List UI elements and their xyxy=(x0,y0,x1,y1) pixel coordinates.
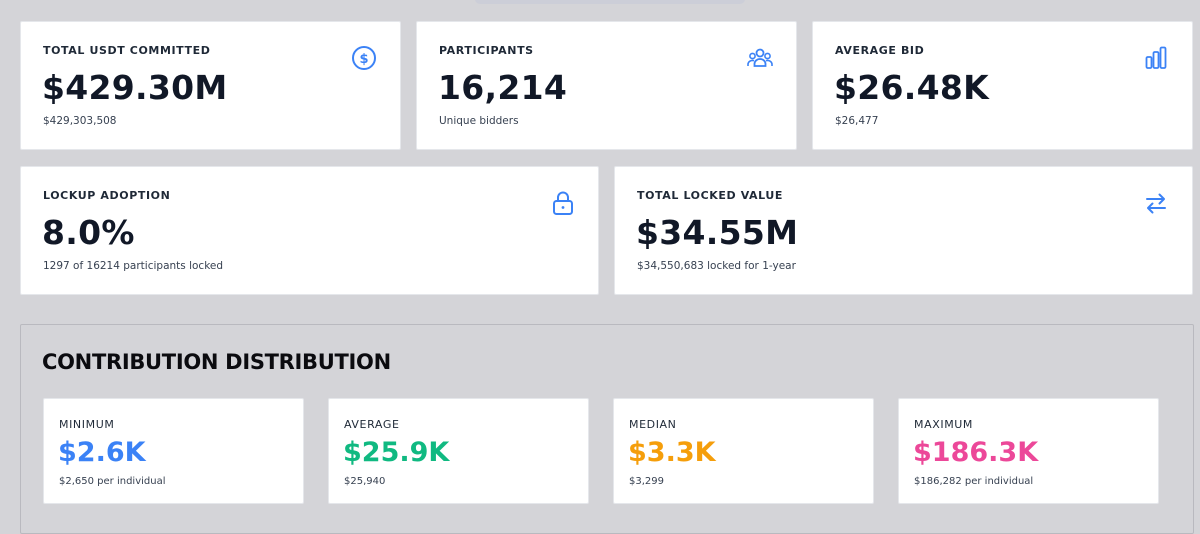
stat-subtext: Unique bidders xyxy=(439,115,519,127)
distribution-card-minimum: MINIMUM $2.6K $2,650 per individual xyxy=(43,398,304,504)
distribution-card-maximum: MAXIMUM $186.3K $186,282 per individual xyxy=(898,398,1159,504)
stat-card-participants: PARTICIPANTS 16,214 Unique bidders xyxy=(416,21,797,150)
distribution-subtext: $3,299 xyxy=(629,476,664,487)
lock-icon xyxy=(553,191,573,215)
stat-card-average-bid: AVERAGE BID $26.48K $26,477 xyxy=(812,21,1193,150)
distribution-value: $3.3K xyxy=(628,437,716,468)
stat-subtext: $429,303,508 xyxy=(43,115,117,127)
stat-card-total-committed: TOTAL USDT COMMITTED $429.30M $429,303,5… xyxy=(20,21,401,150)
stat-subtext: $34,550,683 locked for 1-year xyxy=(637,260,796,272)
stat-card-lockup-adoption: LOCKUP ADOPTION 8.0% 1297 of 16214 parti… xyxy=(20,166,599,295)
distribution-label: MEDIAN xyxy=(629,418,677,431)
distribution-card-average: AVERAGE $25.9K $25,940 xyxy=(328,398,589,504)
stat-label: TOTAL USDT COMMITTED xyxy=(43,44,211,57)
distribution-label: MINIMUM xyxy=(59,418,115,431)
stat-label: AVERAGE BID xyxy=(835,44,925,57)
distribution-value: $25.9K xyxy=(343,437,450,468)
stat-label: LOCKUP ADOPTION xyxy=(43,189,171,202)
stat-value: $26.48K xyxy=(834,68,990,107)
stat-label: TOTAL LOCKED VALUE xyxy=(637,189,784,202)
dollar-circle-icon: $ xyxy=(352,46,376,70)
svg-text:$: $ xyxy=(359,52,368,67)
stat-value: 8.0% xyxy=(42,213,135,252)
distribution-label: AVERAGE xyxy=(344,418,400,431)
stat-subtext: 1297 of 16214 participants locked xyxy=(43,260,224,272)
panel-title: CONTRIBUTION DISTRIBUTION xyxy=(42,350,391,374)
users-icon xyxy=(747,48,773,67)
distribution-subtext: $186,282 per individual xyxy=(914,476,1034,487)
distribution-label: MAXIMUM xyxy=(914,418,974,431)
stat-card-total-locked: TOTAL LOCKED VALUE $34.55M $34,550,683 l… xyxy=(614,166,1193,295)
bar-chart-icon xyxy=(1145,46,1167,69)
stat-label: PARTICIPANTS xyxy=(439,44,534,57)
contribution-distribution-panel: CONTRIBUTION DISTRIBUTION MINIMUM $2.6K … xyxy=(20,324,1194,534)
distribution-value: $186.3K xyxy=(913,437,1039,468)
stat-subtext: $26,477 xyxy=(835,115,879,127)
stat-value: $429.30M xyxy=(42,68,228,107)
stat-value: 16,214 xyxy=(438,68,568,107)
distribution-subtext: $2,650 per individual xyxy=(59,476,166,487)
stat-value: $34.55M xyxy=(636,213,799,252)
top-decoration xyxy=(475,0,745,4)
distribution-subtext: $25,940 xyxy=(344,476,386,487)
swap-arrows-icon xyxy=(1146,193,1166,214)
distribution-value: $2.6K xyxy=(58,437,146,468)
distribution-card-median: MEDIAN $3.3K $3,299 xyxy=(613,398,874,504)
